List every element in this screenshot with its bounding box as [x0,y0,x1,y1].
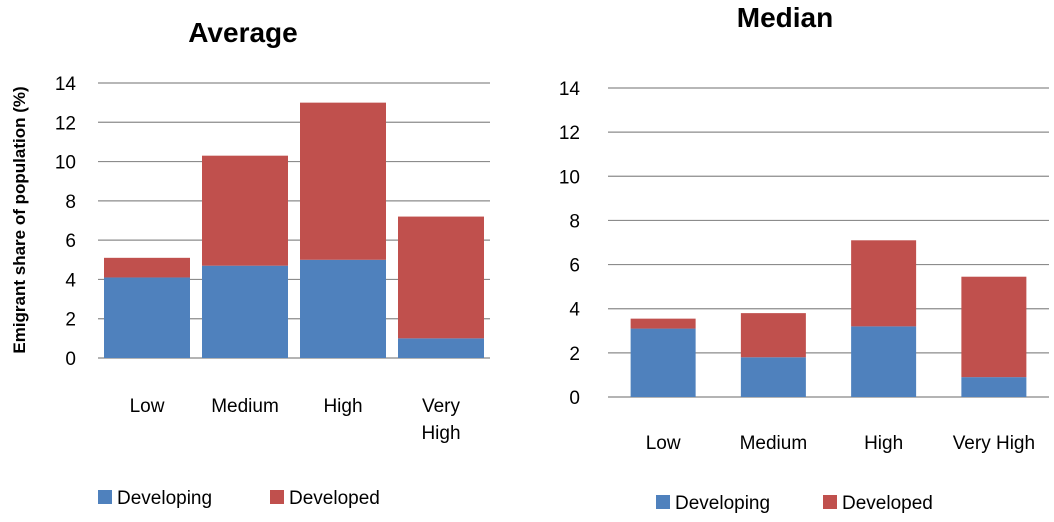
legend-swatch-developed [823,495,837,509]
legend-label-developing: Developing [117,488,212,509]
bar-developed-low [630,318,696,329]
bar-developed-very-high [961,276,1027,378]
bar-developed-low [104,257,190,278]
y-tick-label: 6 [569,256,580,277]
legend-label-developed: Developed [842,493,933,514]
y-tick-label: 14 [559,79,581,100]
legend-swatch-developing [656,495,670,509]
bar-developing-very-high [398,338,484,358]
legend-swatch-developing [98,490,112,504]
y-tick-label: 8 [569,211,580,232]
chart-1: 0 2 4 6 8 10 12 14 Median Low Medium High Very High D… [559,2,1049,514]
y-tick-label: 12 [559,123,580,144]
bar-developed-high [300,102,386,260]
y-tick-label: 10 [55,153,76,174]
y-tick-label: 0 [569,388,580,409]
bar-developing-very-high [961,377,1027,397]
x-category-label: High [421,423,460,444]
y-tick-label: 10 [559,167,580,188]
x-category-label: High [864,433,903,454]
legend-label-developing: Developing [675,493,770,514]
bar-developing-medium [740,357,806,397]
legend-swatch-developed [270,490,284,504]
x-category-label: High [323,396,362,417]
y-axis-label: Emigrant share of population (%) [10,86,29,353]
chart-0: 0 2 4 6 8 10 12 14 Average Emigrant share of popu… [10,17,490,509]
x-category-label: Low [130,396,165,417]
bar-developed-medium [740,313,806,358]
bar-developing-medium [202,265,288,358]
x-category-label: Low [646,433,681,454]
bar-developed-very-high [398,216,484,339]
y-tick-label: 6 [65,231,76,252]
chart-title: Median [737,2,833,33]
bar-developed-high [851,240,917,327]
bar-developing-high [300,259,386,358]
bar-developed-medium [202,155,288,266]
bar-developing-low [104,277,190,358]
bar-developing-low [630,328,696,397]
y-tick-label: 4 [65,270,76,291]
y-tick-label: 8 [65,192,76,213]
bar-developing-high [851,326,917,397]
y-tick-label: 2 [65,310,76,331]
x-category-label: Medium [740,433,808,454]
y-tick-label: 12 [55,113,76,134]
y-tick-label: 4 [569,300,580,321]
chart-title: Average [188,17,297,48]
x-category-label: Very High [953,433,1035,454]
y-tick-label: 0 [65,349,76,370]
y-tick-label: 2 [569,344,580,365]
x-category-label: Very [422,396,461,417]
x-category-label: Medium [211,396,279,417]
y-tick-label: 14 [55,74,77,95]
legend-label-developed: Developed [289,488,380,509]
